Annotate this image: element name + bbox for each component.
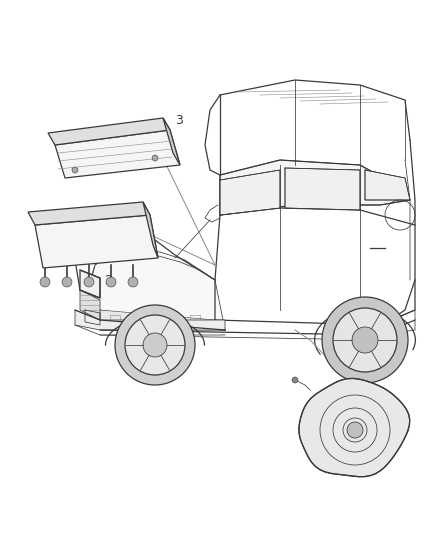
Polygon shape <box>220 170 280 215</box>
Polygon shape <box>220 160 410 215</box>
Polygon shape <box>365 170 410 200</box>
Circle shape <box>84 277 94 287</box>
Polygon shape <box>48 118 170 145</box>
Circle shape <box>72 167 78 173</box>
Circle shape <box>292 377 298 383</box>
Polygon shape <box>143 202 158 258</box>
Text: 3: 3 <box>175 114 183 126</box>
Polygon shape <box>80 270 100 298</box>
Circle shape <box>333 308 397 372</box>
Circle shape <box>115 305 195 385</box>
Polygon shape <box>100 310 225 330</box>
Circle shape <box>322 297 408 383</box>
Text: 2: 2 <box>104 273 112 287</box>
Circle shape <box>152 155 158 161</box>
Circle shape <box>106 277 116 287</box>
Polygon shape <box>28 202 150 225</box>
Polygon shape <box>285 168 360 210</box>
Polygon shape <box>163 118 180 165</box>
Polygon shape <box>35 215 158 268</box>
Circle shape <box>128 277 138 287</box>
Text: 1: 1 <box>371 462 379 474</box>
Circle shape <box>62 277 72 287</box>
Circle shape <box>347 422 363 438</box>
Polygon shape <box>75 310 225 330</box>
Polygon shape <box>80 290 100 320</box>
Circle shape <box>352 327 378 353</box>
Polygon shape <box>299 378 410 477</box>
Polygon shape <box>55 130 180 178</box>
Circle shape <box>125 315 185 375</box>
Polygon shape <box>90 252 225 330</box>
Circle shape <box>143 333 167 357</box>
Circle shape <box>40 277 50 287</box>
